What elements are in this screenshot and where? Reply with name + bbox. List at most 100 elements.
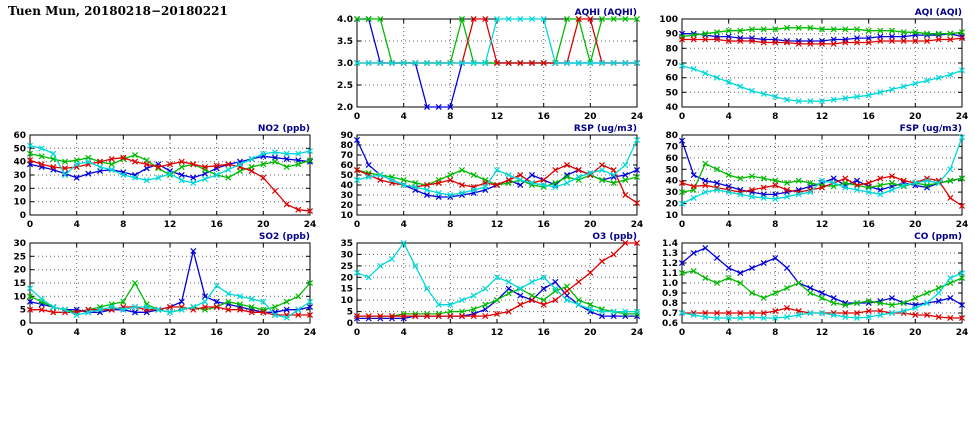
svg-text:CO (ppm): CO (ppm) xyxy=(914,232,962,242)
svg-text:NO2 (ppb): NO2 (ppb) xyxy=(258,124,310,134)
svg-text:0.9: 0.9 xyxy=(662,289,678,299)
svg-text:4: 4 xyxy=(401,220,407,230)
svg-text:8: 8 xyxy=(447,328,453,338)
svg-text:25: 25 xyxy=(13,252,26,262)
svg-text:40: 40 xyxy=(665,103,678,113)
svg-text:0: 0 xyxy=(354,328,360,338)
svg-text:50: 50 xyxy=(13,144,26,154)
chart-fsp: 0 4 8 12 16 20 24 10 20 30 40 50 60 70 80 FSP (ug/m3) xyxy=(654,122,970,232)
svg-text:16: 16 xyxy=(537,328,550,338)
chart-co: 0 4 8 12 16 20 24 0.6 0.7 0.8 0.9 1.0 1.1 1.2 1.3 1.4 CO… xyxy=(654,230,970,340)
chart-so2: 0 4 8 12 16 20 24 0 5 10 15 20 25 30 SO2 (ppb) xyxy=(2,230,318,340)
chart-canvas-co: 0 4 8 12 16 20 24 0.60.70.80.91.01.11.21.31.4 CO… xyxy=(662,232,969,338)
svg-text:0: 0 xyxy=(27,220,33,230)
svg-text:30: 30 xyxy=(13,239,26,249)
svg-text:0.6: 0.6 xyxy=(662,319,678,329)
svg-text:2.5: 2.5 xyxy=(337,81,353,91)
svg-text:0: 0 xyxy=(679,328,685,338)
svg-text:4: 4 xyxy=(726,328,732,338)
svg-text:0: 0 xyxy=(679,220,685,230)
svg-text:RSP (ug/m3): RSP (ug/m3) xyxy=(574,124,637,134)
svg-text:50: 50 xyxy=(340,171,353,181)
svg-text:20: 20 xyxy=(340,273,353,283)
svg-text:4: 4 xyxy=(74,328,80,338)
svg-text:35: 35 xyxy=(340,239,353,249)
svg-text:16: 16 xyxy=(862,328,875,338)
svg-text:70: 70 xyxy=(665,142,678,152)
chart-canvas-so2: 0 4 8 12 16 20 24 0 5 10 15 20 25 30 SO2 (ppb) xyxy=(13,232,317,338)
svg-text:60: 60 xyxy=(665,74,678,84)
svg-text:4: 4 xyxy=(726,112,732,122)
svg-text:0.7: 0.7 xyxy=(662,309,678,319)
svg-text:20: 20 xyxy=(13,184,26,194)
svg-text:60: 60 xyxy=(665,154,678,164)
svg-text:100: 100 xyxy=(659,15,678,25)
svg-text:24: 24 xyxy=(956,220,969,230)
svg-text:16: 16 xyxy=(862,220,875,230)
svg-text:3.5: 3.5 xyxy=(337,37,353,47)
chart-rsp: 0 4 8 12 16 20 24 10 20 30 40 50 60 70 80 90 RSP (ug/m3) xyxy=(329,122,645,232)
svg-text:80: 80 xyxy=(665,44,678,54)
svg-text:24: 24 xyxy=(956,112,969,122)
svg-text:12: 12 xyxy=(816,328,829,338)
svg-text:1.4: 1.4 xyxy=(662,239,678,249)
chart-no2: 0 4 8 12 16 20 24 0 10 20 30 40 50 60 NO2 (ppb) xyxy=(2,122,318,232)
page-title: Tuen Mun, 20180218−20180221 xyxy=(8,4,228,18)
svg-text:8: 8 xyxy=(120,220,126,230)
chart-o3: 0 4 8 12 16 20 24 0 5 10 15 20 25 30 35 O3 (ppb) xyxy=(329,230,645,340)
svg-text:4: 4 xyxy=(401,112,407,122)
svg-text:30: 30 xyxy=(340,191,353,201)
svg-text:12: 12 xyxy=(491,112,504,122)
svg-text:10: 10 xyxy=(13,198,26,208)
svg-text:24: 24 xyxy=(956,328,969,338)
svg-text:20: 20 xyxy=(340,201,353,211)
svg-text:10: 10 xyxy=(340,296,353,306)
svg-text:0.8: 0.8 xyxy=(662,299,678,309)
svg-text:16: 16 xyxy=(537,112,550,122)
svg-text:20: 20 xyxy=(584,220,597,230)
svg-text:12: 12 xyxy=(164,220,177,230)
svg-text:50: 50 xyxy=(665,165,678,175)
svg-text:10: 10 xyxy=(340,211,353,221)
svg-text:15: 15 xyxy=(340,285,353,295)
chart-aqhi: 0 4 8 12 16 20 24 2.0 2.5 3.0 3.5 4.0 AQHI (AQHI) xyxy=(329,6,645,124)
svg-text:15: 15 xyxy=(13,279,26,289)
svg-text:24: 24 xyxy=(631,328,644,338)
svg-text:4: 4 xyxy=(401,328,407,338)
svg-text:12: 12 xyxy=(816,220,829,230)
svg-text:8: 8 xyxy=(120,328,126,338)
svg-text:50: 50 xyxy=(665,88,678,98)
svg-text:5: 5 xyxy=(20,306,26,316)
svg-text:0: 0 xyxy=(20,319,26,329)
svg-text:60: 60 xyxy=(13,131,26,141)
svg-text:4: 4 xyxy=(74,220,80,230)
svg-text:40: 40 xyxy=(13,158,26,168)
svg-text:1.2: 1.2 xyxy=(662,259,678,269)
svg-text:20: 20 xyxy=(584,328,597,338)
svg-text:20: 20 xyxy=(257,220,270,230)
svg-text:24: 24 xyxy=(304,328,317,338)
svg-text:16: 16 xyxy=(210,328,223,338)
svg-text:8: 8 xyxy=(772,220,778,230)
svg-text:0: 0 xyxy=(354,112,360,122)
svg-text:30: 30 xyxy=(340,250,353,260)
svg-text:60: 60 xyxy=(340,161,353,171)
svg-text:90: 90 xyxy=(340,131,353,141)
svg-text:0: 0 xyxy=(354,220,360,230)
svg-text:12: 12 xyxy=(816,112,829,122)
svg-text:4.0: 4.0 xyxy=(337,15,353,25)
svg-text:5: 5 xyxy=(347,308,353,318)
svg-text:30: 30 xyxy=(13,171,26,181)
svg-text:0: 0 xyxy=(20,211,26,221)
svg-text:12: 12 xyxy=(491,220,504,230)
svg-text:24: 24 xyxy=(631,112,644,122)
svg-text:10: 10 xyxy=(13,292,26,302)
svg-text:16: 16 xyxy=(862,112,875,122)
svg-text:20: 20 xyxy=(665,200,678,210)
svg-text:70: 70 xyxy=(665,59,678,69)
chart-canvas-no2: 0 4 8 12 16 20 24 0 10 20 30 40 50 60 NO2 (ppb) xyxy=(13,124,316,230)
svg-text:AQI (AQI): AQI (AQI) xyxy=(915,8,962,18)
